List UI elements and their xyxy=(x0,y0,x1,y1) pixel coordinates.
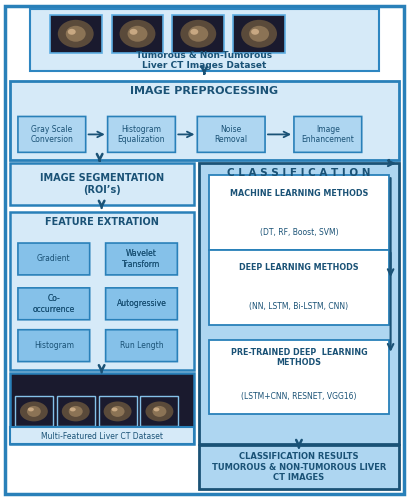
Ellipse shape xyxy=(119,20,155,48)
Text: FEATURE EXTRATION: FEATURE EXTRATION xyxy=(45,217,159,227)
Text: Co-
occurrence: Co- occurrence xyxy=(33,294,75,314)
Text: MACHINE LEARNING METHODS: MACHINE LEARNING METHODS xyxy=(229,188,367,198)
Ellipse shape xyxy=(240,20,276,48)
Bar xyxy=(99,396,136,426)
Ellipse shape xyxy=(110,406,124,417)
Bar xyxy=(15,396,53,426)
FancyBboxPatch shape xyxy=(106,288,177,320)
Text: Wavelet
Transform: Wavelet Transform xyxy=(122,250,160,268)
Bar xyxy=(209,340,388,414)
Ellipse shape xyxy=(250,29,258,35)
Bar xyxy=(50,15,101,52)
Ellipse shape xyxy=(28,408,34,412)
Ellipse shape xyxy=(127,26,147,42)
Bar xyxy=(209,176,388,250)
Text: (NN, LSTM, Bi-LSTM, CNN): (NN, LSTM, Bi-LSTM, CNN) xyxy=(249,302,348,312)
Text: Histogram: Histogram xyxy=(34,341,74,350)
Bar xyxy=(10,164,194,205)
Ellipse shape xyxy=(65,26,85,42)
Text: (DT, RF, Boost, SVM): (DT, RF, Boost, SVM) xyxy=(259,228,337,236)
Bar xyxy=(10,372,194,444)
Ellipse shape xyxy=(153,408,159,412)
Ellipse shape xyxy=(58,20,93,48)
Bar xyxy=(111,15,163,52)
Ellipse shape xyxy=(188,26,208,42)
Text: Wavelet
Transform: Wavelet Transform xyxy=(122,250,160,268)
Text: PRE-TRAINED DEEP  LEARNING
METHODS: PRE-TRAINED DEEP LEARNING METHODS xyxy=(230,348,366,368)
Bar xyxy=(199,164,398,444)
FancyBboxPatch shape xyxy=(18,330,90,362)
Text: Autogressive: Autogressive xyxy=(116,300,166,308)
Ellipse shape xyxy=(20,402,48,421)
Bar xyxy=(233,15,284,52)
Text: DEEP LEARNING METHODS: DEEP LEARNING METHODS xyxy=(238,264,358,272)
Text: Co-
occurrence: Co- occurrence xyxy=(33,294,75,314)
FancyBboxPatch shape xyxy=(18,243,90,275)
Bar xyxy=(172,15,224,52)
Text: Run Length: Run Length xyxy=(119,341,163,350)
Ellipse shape xyxy=(27,406,41,417)
Ellipse shape xyxy=(62,402,90,421)
Bar xyxy=(10,80,398,160)
Ellipse shape xyxy=(70,408,76,412)
Text: C L A S S I F I C A T I O N: C L A S S I F I C A T I O N xyxy=(227,168,370,178)
FancyBboxPatch shape xyxy=(18,288,90,320)
FancyBboxPatch shape xyxy=(197,116,264,152)
Text: CLASSIFICATION RESULTS
TUMOROUS & NON-TUMOROUS LIVER
CT IMAGES: CLASSIFICATION RESULTS TUMOROUS & NON-TU… xyxy=(211,452,385,482)
Bar xyxy=(10,428,194,444)
Ellipse shape xyxy=(103,402,131,421)
Text: Autogressive: Autogressive xyxy=(116,300,166,308)
Bar xyxy=(209,250,388,324)
Ellipse shape xyxy=(152,406,166,417)
Text: Image
Enhancement: Image Enhancement xyxy=(301,124,353,144)
Text: IMAGE SEGMENTATION
(ROI’s): IMAGE SEGMENTATION (ROI’s) xyxy=(40,174,164,195)
Bar xyxy=(57,396,94,426)
Bar xyxy=(140,396,178,426)
Ellipse shape xyxy=(249,26,268,42)
Ellipse shape xyxy=(111,408,117,412)
Text: IMAGE PREPROCESSING: IMAGE PREPROCESSING xyxy=(130,86,278,96)
Text: Multi-Featured Liver CT Dataset: Multi-Featured Liver CT Dataset xyxy=(41,432,163,441)
Ellipse shape xyxy=(145,402,173,421)
FancyBboxPatch shape xyxy=(293,116,361,152)
Text: Noise
Removal: Noise Removal xyxy=(214,124,247,144)
Ellipse shape xyxy=(67,29,76,35)
Bar xyxy=(30,9,378,70)
Ellipse shape xyxy=(190,29,198,35)
FancyBboxPatch shape xyxy=(106,243,177,275)
Text: Gray Scale
Conversion: Gray Scale Conversion xyxy=(30,124,73,144)
Text: Gradient: Gradient xyxy=(37,254,70,264)
Ellipse shape xyxy=(129,29,137,35)
FancyBboxPatch shape xyxy=(18,116,85,152)
Bar xyxy=(199,446,398,489)
FancyBboxPatch shape xyxy=(107,116,175,152)
Text: (LSTM+CNN, RESNET, VGG16): (LSTM+CNN, RESNET, VGG16) xyxy=(240,392,356,401)
Text: Histogram
Equalization: Histogram Equalization xyxy=(117,124,165,144)
FancyBboxPatch shape xyxy=(106,330,177,362)
Ellipse shape xyxy=(69,406,83,417)
Bar xyxy=(10,212,194,370)
Text: Tumorous & Non-Tumorous
Liver CT Images Dataset: Tumorous & Non-Tumorous Liver CT Images … xyxy=(136,51,272,70)
Ellipse shape xyxy=(180,20,216,48)
